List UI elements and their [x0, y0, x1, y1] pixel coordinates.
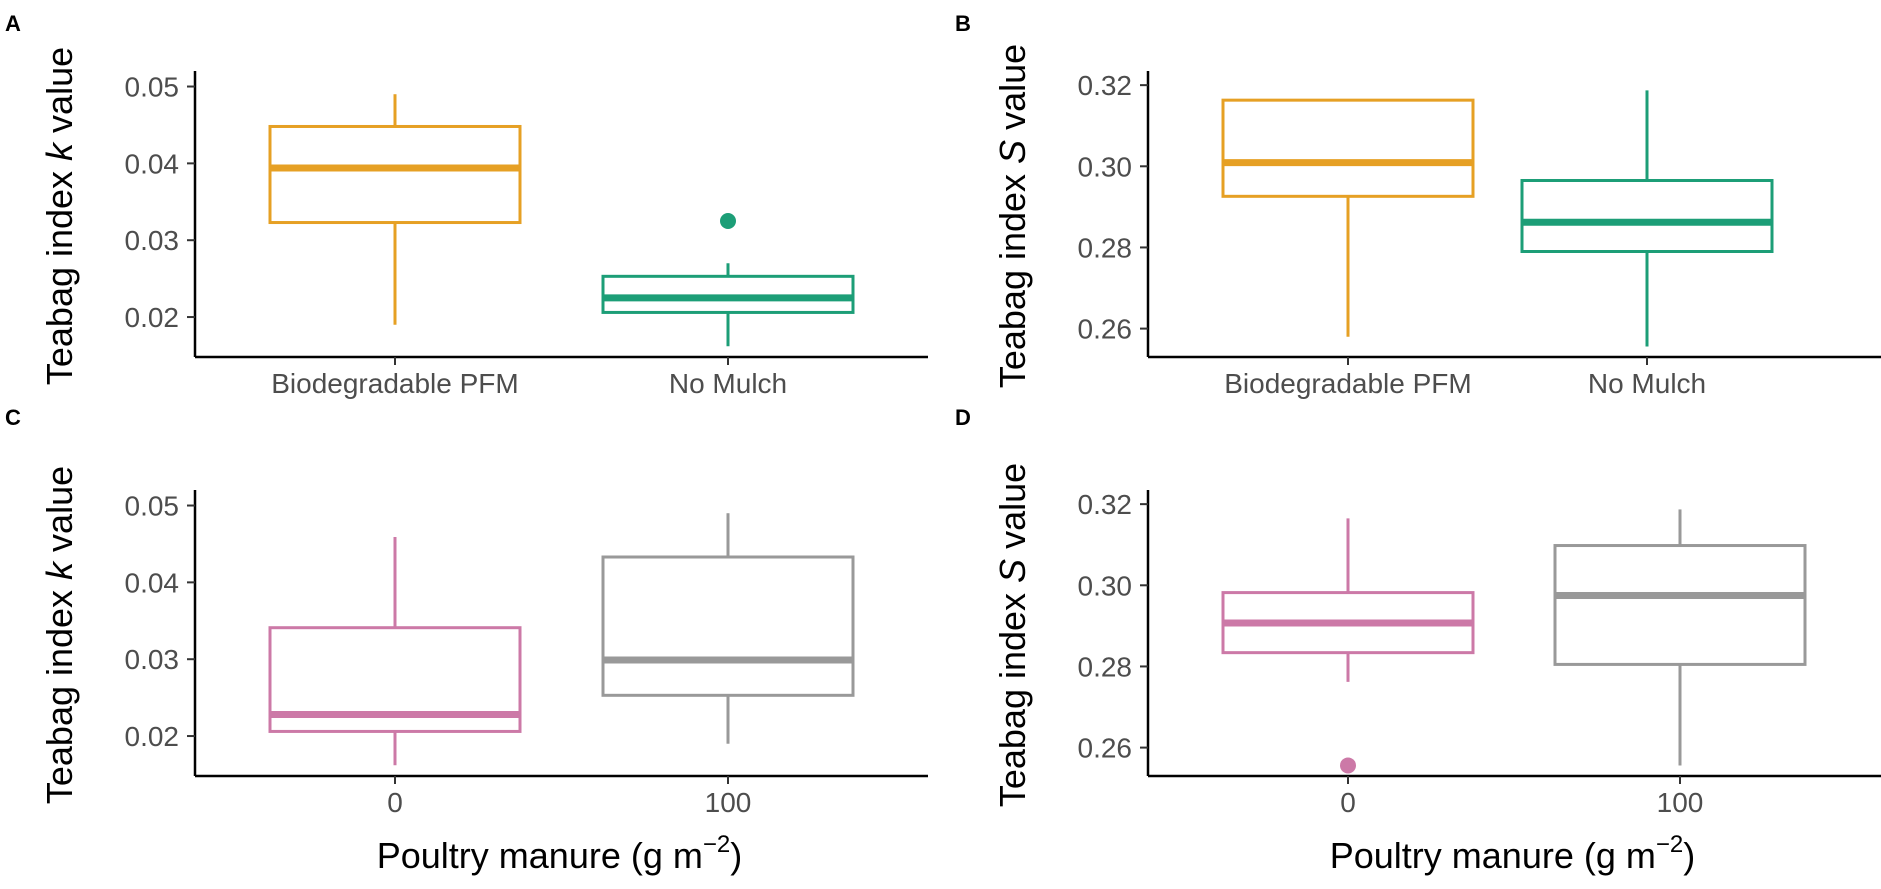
x-axis-title-superscript: −2	[1656, 831, 1683, 858]
x-axis-title-end: )	[1683, 835, 1695, 876]
y-axis-title: Teabag index S value	[992, 44, 1033, 388]
y-tick-label: 0.02	[125, 302, 180, 333]
panel-b: B Teabag index S value 0.26 0.28 0.30 0.32 Bio…	[955, 11, 1881, 399]
boxplot-biodegradable-pfm: Biodegradable PFM	[1221, 98, 1475, 399]
iqr-box	[601, 555, 855, 697]
x-axis-title: Poultry manure (g m−2)	[1330, 831, 1695, 876]
y-axis-title-suffix: value	[39, 466, 80, 562]
boxplot-100: 100	[1553, 509, 1807, 818]
y-tick-label: 0.26	[1078, 314, 1133, 345]
panel-letter: D	[955, 405, 971, 430]
boxplot-100: 100	[601, 513, 855, 818]
y-tick-label: 0.30	[1078, 570, 1133, 601]
boxplot-0: 0	[1221, 518, 1475, 818]
panel-letter: B	[955, 11, 971, 36]
boxplot-no-mulch: No Mulch	[1520, 90, 1774, 399]
y-axis-title-suffix: value	[992, 463, 1033, 559]
y-tick-label: 0.32	[1078, 489, 1133, 520]
y-axis-title-prefix: Teabag index	[992, 164, 1033, 388]
y-axis-title-prefix: Teabag index	[39, 580, 80, 804]
y-axis-title-prefix: Teabag index	[39, 161, 80, 385]
x-tick-label: 100	[1657, 787, 1704, 818]
y-tick-label: 0.28	[1078, 651, 1133, 682]
y-tick-label: 0.04	[125, 148, 180, 179]
x-tick-label: Biodegradable PFM	[1224, 368, 1471, 399]
y-tick-label: 0.03	[125, 644, 180, 675]
boxplot-biodegradable-pfm: Biodegradable PFM	[268, 94, 522, 399]
y-tick-label: 0.04	[125, 567, 180, 598]
outlier-point	[1340, 757, 1356, 774]
iqr-box	[1553, 544, 1807, 666]
y-axis-title: Teabag index S value	[992, 463, 1033, 807]
y-tick-label: 0.03	[125, 225, 180, 256]
y-axis-title-variable: S	[992, 140, 1033, 164]
panel-letter: C	[5, 405, 21, 430]
y-axis-title: Teabag index k value	[39, 466, 80, 804]
x-axis-title-base: Poultry manure (g m	[377, 835, 703, 876]
x-tick-label: 100	[705, 787, 752, 818]
x-tick-label: No Mulch	[669, 368, 787, 399]
x-tick-label: 0	[1340, 787, 1356, 818]
y-axis-title-suffix: value	[992, 44, 1033, 140]
y-tick-label: 0.05	[125, 491, 180, 522]
y-tick-label: 0.32	[1078, 70, 1133, 101]
y-tick-label: 0.28	[1078, 232, 1133, 263]
boxplot-no-mulch: No Mulch	[601, 212, 855, 399]
y-axis-title-suffix: value	[39, 47, 80, 143]
panel-letter: A	[5, 11, 21, 36]
x-axis-title-base: Poultry manure (g m	[1330, 835, 1656, 876]
panel-c: C Teabag index k value 0.02 0.03 0.04 0.05 0 10…	[5, 405, 928, 876]
x-tick-label: 0	[387, 787, 403, 818]
iqr-box	[1221, 98, 1475, 198]
outlier-point	[720, 212, 736, 229]
y-tick-label: 0.02	[125, 721, 180, 752]
y-axis-title-variable: k	[39, 560, 80, 580]
x-axis-title-end: )	[730, 835, 742, 876]
y-axis-title-prefix: Teabag index	[992, 583, 1033, 807]
y-axis-title: Teabag index k value	[39, 47, 80, 385]
iqr-box	[268, 124, 522, 225]
boxplot-0: 0	[268, 537, 522, 818]
x-axis-title-superscript: −2	[703, 831, 730, 858]
y-tick-label: 0.05	[125, 72, 180, 103]
panel-d: D Teabag index S value 0.26 0.28 0.30 0.32 0 10…	[955, 405, 1881, 876]
panel-a: A Teabag index k value 0.02 0.03 0.04 0.05 Bio…	[5, 11, 928, 399]
y-tick-label: 0.26	[1078, 733, 1133, 764]
x-tick-label: No Mulch	[1588, 368, 1706, 399]
x-axis-title: Poultry manure (g m−2)	[377, 831, 742, 876]
y-tick-label: 0.30	[1078, 151, 1133, 182]
iqr-box	[1520, 178, 1774, 254]
x-tick-label: Biodegradable PFM	[271, 368, 518, 399]
y-axis-title-variable: k	[39, 141, 80, 161]
y-axis-title-variable: S	[992, 559, 1033, 583]
